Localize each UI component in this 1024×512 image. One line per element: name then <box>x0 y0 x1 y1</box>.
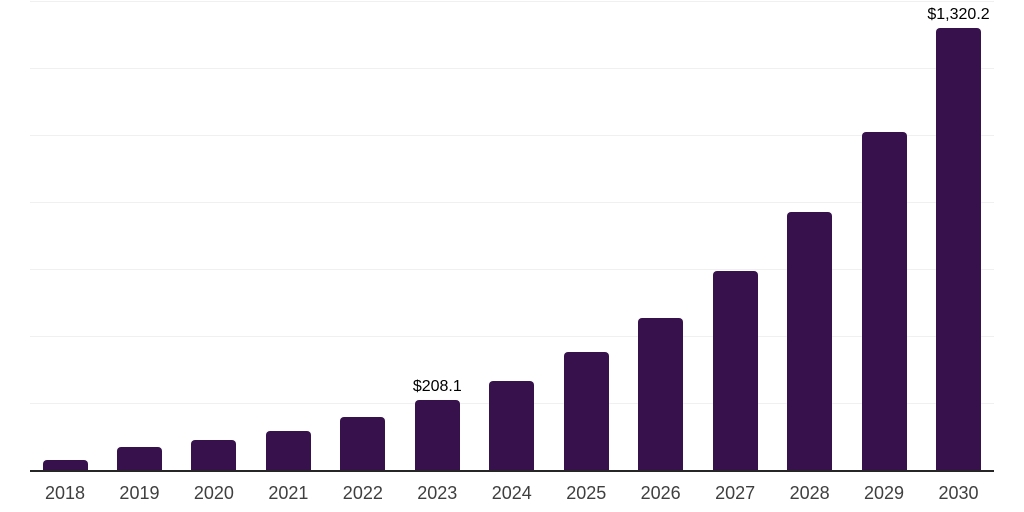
bar-2026 <box>638 318 684 470</box>
gridline <box>30 1 994 2</box>
gridline <box>30 336 994 337</box>
bar-2022 <box>340 417 386 470</box>
gridline <box>30 68 994 69</box>
gridline <box>30 202 994 203</box>
bar-value-label-2023: $208.1 <box>412 378 462 396</box>
x-axis-label-2018: 2018 <box>44 483 86 503</box>
x-axis-label-2027: 2027 <box>715 483 756 503</box>
x-axis-label-2025: 2025 <box>566 483 607 503</box>
x-axis-label-2026: 2026 <box>640 483 681 503</box>
x-axis-label-2030: 2030 <box>938 483 979 503</box>
bar-2018 <box>42 460 88 470</box>
x-axis-label-2022: 2022 <box>342 483 383 503</box>
x-axis-label-2029: 2029 <box>864 483 905 503</box>
bar-2024 <box>489 381 535 470</box>
bar-2023 <box>414 400 460 470</box>
bar-value-label-2030: $1,320.2 <box>927 6 990 24</box>
bar-2021 <box>265 431 311 470</box>
gridline <box>30 269 994 270</box>
bar-2029 <box>861 132 907 470</box>
bar-2020 <box>191 440 237 470</box>
x-axis-label-2023: 2023 <box>417 483 458 503</box>
plot-area: $208.1 $1,320.2 <box>30 1 994 472</box>
bar-2019 <box>116 447 162 470</box>
x-axis-label-2021: 2021 <box>268 483 309 503</box>
x-axis-label-2019: 2019 <box>119 483 160 503</box>
x-axis-label-2028: 2028 <box>789 483 830 503</box>
bar-2030 <box>936 28 982 470</box>
bar-2027 <box>712 271 758 470</box>
x-axis-label-2020: 2020 <box>193 483 234 503</box>
bar-2025 <box>563 352 609 470</box>
bar-2028 <box>787 212 833 470</box>
gridline <box>30 135 994 136</box>
x-axis-label-2024: 2024 <box>491 483 532 503</box>
